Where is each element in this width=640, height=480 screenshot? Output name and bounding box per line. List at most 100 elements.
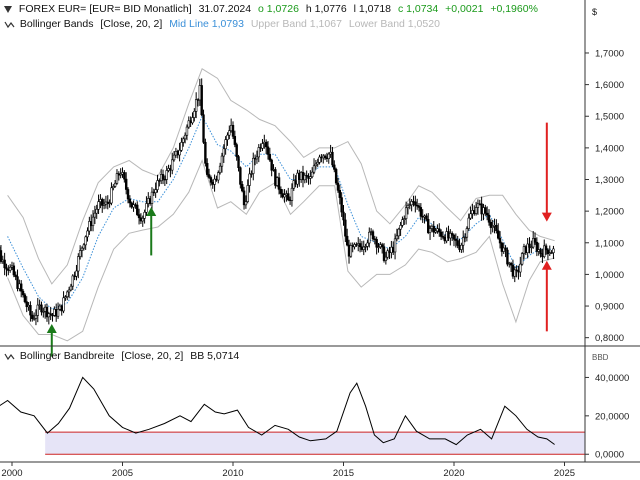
candle-body <box>159 174 163 181</box>
candle-body <box>80 247 84 251</box>
candle-body <box>533 238 537 243</box>
candle-body <box>369 231 373 233</box>
candle-body <box>62 297 65 312</box>
candle-body <box>353 244 356 248</box>
candle-body <box>526 243 529 253</box>
candle-body <box>500 242 504 252</box>
candle-body <box>106 201 109 204</box>
candle-body <box>200 85 203 116</box>
candle-body <box>364 246 367 248</box>
candle-body <box>16 276 19 289</box>
candle-body <box>423 215 426 218</box>
candle-body <box>522 246 526 254</box>
candle-body <box>207 174 211 178</box>
candle-body <box>253 157 257 160</box>
candle-body <box>519 263 522 273</box>
candle-body <box>403 218 406 220</box>
header-bar: FOREX EUR= [EUR= BID Monatlich] 31.07.20… <box>4 3 542 15</box>
low-value: l 1,0718 <box>353 3 392 15</box>
candle-body <box>322 155 325 159</box>
candle-body <box>305 175 308 177</box>
indicator-icon <box>4 21 15 28</box>
candle-body <box>471 210 474 215</box>
candle-body <box>132 204 135 208</box>
candle-body <box>314 163 318 167</box>
candle-body <box>231 124 235 137</box>
candle-body <box>484 207 487 214</box>
candle-body <box>156 180 159 190</box>
candle-body <box>334 169 338 184</box>
mid-line <box>7 115 555 310</box>
bandwidth-tick-label: 0,0000 <box>595 450 624 461</box>
candle-body <box>45 306 49 318</box>
candle-body <box>242 190 246 206</box>
candle-body <box>408 204 411 206</box>
candle-body <box>171 159 174 171</box>
bands-params: [Close, 20, 2] <box>100 18 163 30</box>
candle-body <box>277 177 281 190</box>
candle-body <box>537 249 540 252</box>
candle-body <box>323 155 327 159</box>
candle-body <box>268 154 272 161</box>
candle-body <box>218 165 222 173</box>
candle-body <box>373 238 377 240</box>
bands-legend: Bollinger Bands [Close, 20, 2] Mid Line … <box>4 18 444 30</box>
candle-body <box>104 201 108 205</box>
time-tick-label: 2005 <box>112 468 133 479</box>
candle-body <box>69 285 73 291</box>
candle-body <box>3 259 6 269</box>
candle-body <box>185 126 189 136</box>
candle-body <box>428 228 432 233</box>
candle-body <box>535 241 539 252</box>
candle-body <box>458 245 461 250</box>
candle-body <box>546 249 550 255</box>
candle-body <box>509 262 513 266</box>
bandwidth-params: [Close, 20, 2] <box>121 350 184 362</box>
candle-body <box>344 219 347 237</box>
candle-body <box>53 308 56 316</box>
candle-body <box>351 245 354 248</box>
candle-body <box>474 207 478 214</box>
candle-body <box>382 246 386 261</box>
candle-body <box>504 247 507 251</box>
candle-body <box>130 202 133 208</box>
candle-body <box>259 147 262 149</box>
candle-body <box>40 304 43 313</box>
bandwidth-line <box>0 376 555 446</box>
candle-body <box>318 156 321 163</box>
candle-body <box>255 156 259 160</box>
bandwidth-label: Bollinger Bandbreite <box>19 350 115 362</box>
candle-body <box>193 111 196 118</box>
candle-body <box>465 228 469 238</box>
instrument-label: FOREX EUR= [EUR= BID Monatlich] <box>18 3 192 15</box>
collapse-icon[interactable] <box>4 5 12 13</box>
candle-body <box>485 212 489 216</box>
candle-body <box>246 185 249 202</box>
candle-body <box>139 217 143 222</box>
candle-body <box>456 240 459 246</box>
candle-body <box>358 243 362 248</box>
candle-body <box>248 173 251 186</box>
candle-body <box>393 238 397 253</box>
candle-body <box>134 204 137 206</box>
candle-body <box>7 268 10 271</box>
candle-body <box>49 313 52 316</box>
candle-body <box>434 230 437 233</box>
candle-body <box>544 245 548 251</box>
candle-body <box>287 193 290 201</box>
candle-body <box>530 246 533 249</box>
candle-body <box>217 172 220 181</box>
candle-body <box>379 244 382 248</box>
candle-body <box>401 219 404 226</box>
date-label: 31.07.2024 <box>198 3 252 15</box>
candle-body <box>196 99 200 101</box>
candle-body <box>194 99 198 112</box>
candle-body <box>417 205 421 208</box>
candle-body <box>377 246 380 248</box>
candle-body <box>88 221 91 232</box>
candle-body <box>493 225 496 227</box>
candle-body <box>397 228 400 237</box>
candle-body <box>495 225 498 232</box>
candle-body <box>366 242 369 247</box>
candle-body <box>320 156 323 159</box>
